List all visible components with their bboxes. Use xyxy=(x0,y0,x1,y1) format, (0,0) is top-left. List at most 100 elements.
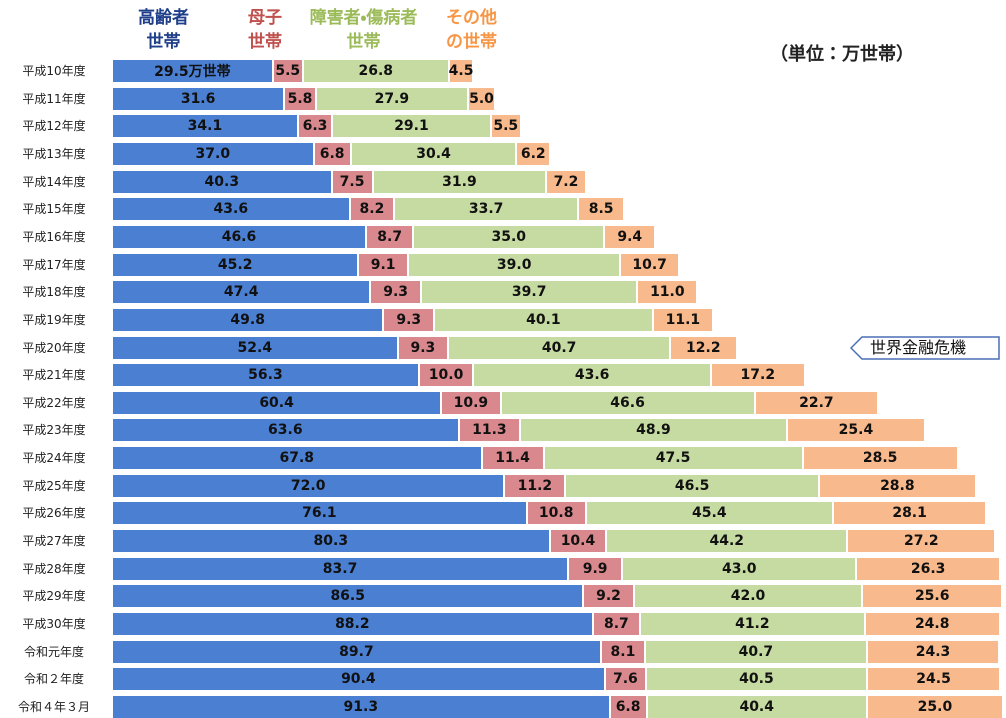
bar-segment: 9.4 xyxy=(605,225,657,248)
data-label: 88.2 xyxy=(335,616,370,632)
bar-segment: 9.3 xyxy=(384,308,436,331)
data-label: 45.2 xyxy=(217,256,253,273)
bar-segment: 89.7 xyxy=(113,640,602,663)
category-label: 平成17年度 xyxy=(22,257,86,272)
bar-segment: 26.8 xyxy=(303,60,450,82)
data-label: 5.0 xyxy=(469,90,494,107)
bar-segment: 29.5万世帯 xyxy=(113,60,274,82)
data-label: 6.8 xyxy=(615,698,641,715)
data-label: 86.5 xyxy=(330,588,365,605)
data-label: 35.0 xyxy=(491,228,527,245)
bar-segment: 8.7 xyxy=(366,225,415,248)
data-label: 28.5 xyxy=(862,450,898,467)
data-label: 11.3 xyxy=(472,422,507,439)
category-label: 平成20年度 xyxy=(22,340,86,355)
data-label: 44.2 xyxy=(709,533,745,550)
data-label: 9.4 xyxy=(617,228,643,245)
bar-segment: 7.2 xyxy=(547,170,587,193)
bar-segment: 5.0 xyxy=(468,87,497,110)
data-label: 29.5万世帯 xyxy=(154,64,231,80)
data-label: 28.8 xyxy=(880,477,915,494)
data-label: 46.6 xyxy=(221,228,257,245)
bar-segment: 67.8 xyxy=(113,447,483,470)
data-label: 49.8 xyxy=(230,311,265,328)
bar-segment: 9.2 xyxy=(584,585,635,608)
data-label: 91.3 xyxy=(343,698,379,715)
category-label: 令和２年度 xyxy=(23,672,84,687)
bar-segment: 9.9 xyxy=(569,557,624,580)
data-label: 4.5 xyxy=(448,63,474,79)
bar-segment: 43.6 xyxy=(113,198,351,221)
bar-segment: 11.2 xyxy=(505,474,567,497)
category-label: 平成15年度 xyxy=(22,202,86,217)
unit-label: （単位：万世帯） xyxy=(770,44,914,65)
bar-segment: 10.8 xyxy=(527,502,587,525)
data-label: 9.3 xyxy=(383,284,409,301)
data-label: 8.7 xyxy=(377,228,403,245)
bar-segment: 25.4 xyxy=(787,419,927,442)
annotation-text: 世界金融危機 xyxy=(870,337,967,357)
bar-segment: 80.3 xyxy=(113,530,551,553)
bar-segment: 46.6 xyxy=(501,391,756,414)
category-label: 令和４年３月 xyxy=(17,699,90,714)
category-label: 平成30年度 xyxy=(22,617,86,631)
data-label: 30.4 xyxy=(416,145,451,162)
data-label: 10.7 xyxy=(632,256,667,273)
data-label: 10.0 xyxy=(428,367,464,384)
data-label: 40.5 xyxy=(739,671,774,688)
bar-segment: 30.4 xyxy=(351,142,518,165)
bar-segment: 11.4 xyxy=(482,447,545,470)
data-label: 24.8 xyxy=(914,616,950,632)
bar-segment: 10.7 xyxy=(621,253,680,276)
data-label: 9.3 xyxy=(410,339,436,356)
data-label: 47.4 xyxy=(223,284,259,301)
bar-segment: 5.5 xyxy=(273,60,304,82)
bar-segment: 24.3 xyxy=(867,640,1001,663)
data-label: 27.9 xyxy=(374,90,410,107)
category-label: 平成23年度 xyxy=(22,423,86,438)
bar-segment: 86.5 xyxy=(113,585,585,608)
bar-segment: 11.1 xyxy=(653,308,715,331)
bar-segment: 88.2 xyxy=(113,613,594,635)
data-label: 40.7 xyxy=(738,643,774,660)
bar-segment: 34.1 xyxy=(113,115,299,138)
bar-segment: 39.7 xyxy=(422,281,639,304)
bar-segment: 8.7 xyxy=(593,613,642,635)
data-label: 67.8 xyxy=(279,450,315,467)
data-label: 63.6 xyxy=(268,422,303,439)
data-label: 45.4 xyxy=(692,505,727,522)
data-label: 8.7 xyxy=(603,616,629,632)
bar-segment: 17.2 xyxy=(711,364,806,387)
bar-segment: 43.6 xyxy=(474,364,712,387)
bar-segment: 47.4 xyxy=(113,281,372,304)
bar-segment: 27.9 xyxy=(316,87,469,110)
legend-entry: その他の世帯 xyxy=(446,8,497,52)
data-label: 31.6 xyxy=(180,90,216,107)
data-label: 47.5 xyxy=(655,450,691,467)
bar-segment: 9.3 xyxy=(398,336,450,359)
data-label: 24.5 xyxy=(916,671,951,688)
data-label: 11.1 xyxy=(665,311,701,328)
data-label: 25.0 xyxy=(917,698,953,715)
bar-segment: 5.8 xyxy=(285,87,317,110)
data-label: 24.3 xyxy=(915,643,951,660)
data-label: 43.6 xyxy=(213,201,249,218)
bar-segment: 9.3 xyxy=(371,281,422,304)
data-label: 83.7 xyxy=(322,560,358,577)
bar-segment: 45.2 xyxy=(113,253,360,276)
bar-segment: 52.4 xyxy=(113,336,399,359)
bar-segment: 8.1 xyxy=(601,640,646,663)
bar-segment: 10.4 xyxy=(550,530,608,553)
data-label: 9.9 xyxy=(582,560,608,577)
bar-segment: 40.7 xyxy=(449,336,672,359)
data-label: 27.2 xyxy=(904,533,939,550)
category-label: 平成24年度 xyxy=(22,451,86,466)
data-label: 7.6 xyxy=(612,671,638,688)
bar-segment: 6.3 xyxy=(298,115,334,138)
bar-segment: 37.0 xyxy=(113,142,315,165)
annotation-box xyxy=(849,335,1000,360)
data-label: 28.1 xyxy=(892,505,927,522)
bar-segment: 28.1 xyxy=(834,502,988,525)
bar-segment: 6.8 xyxy=(314,142,352,165)
data-label: 22.7 xyxy=(799,394,834,411)
